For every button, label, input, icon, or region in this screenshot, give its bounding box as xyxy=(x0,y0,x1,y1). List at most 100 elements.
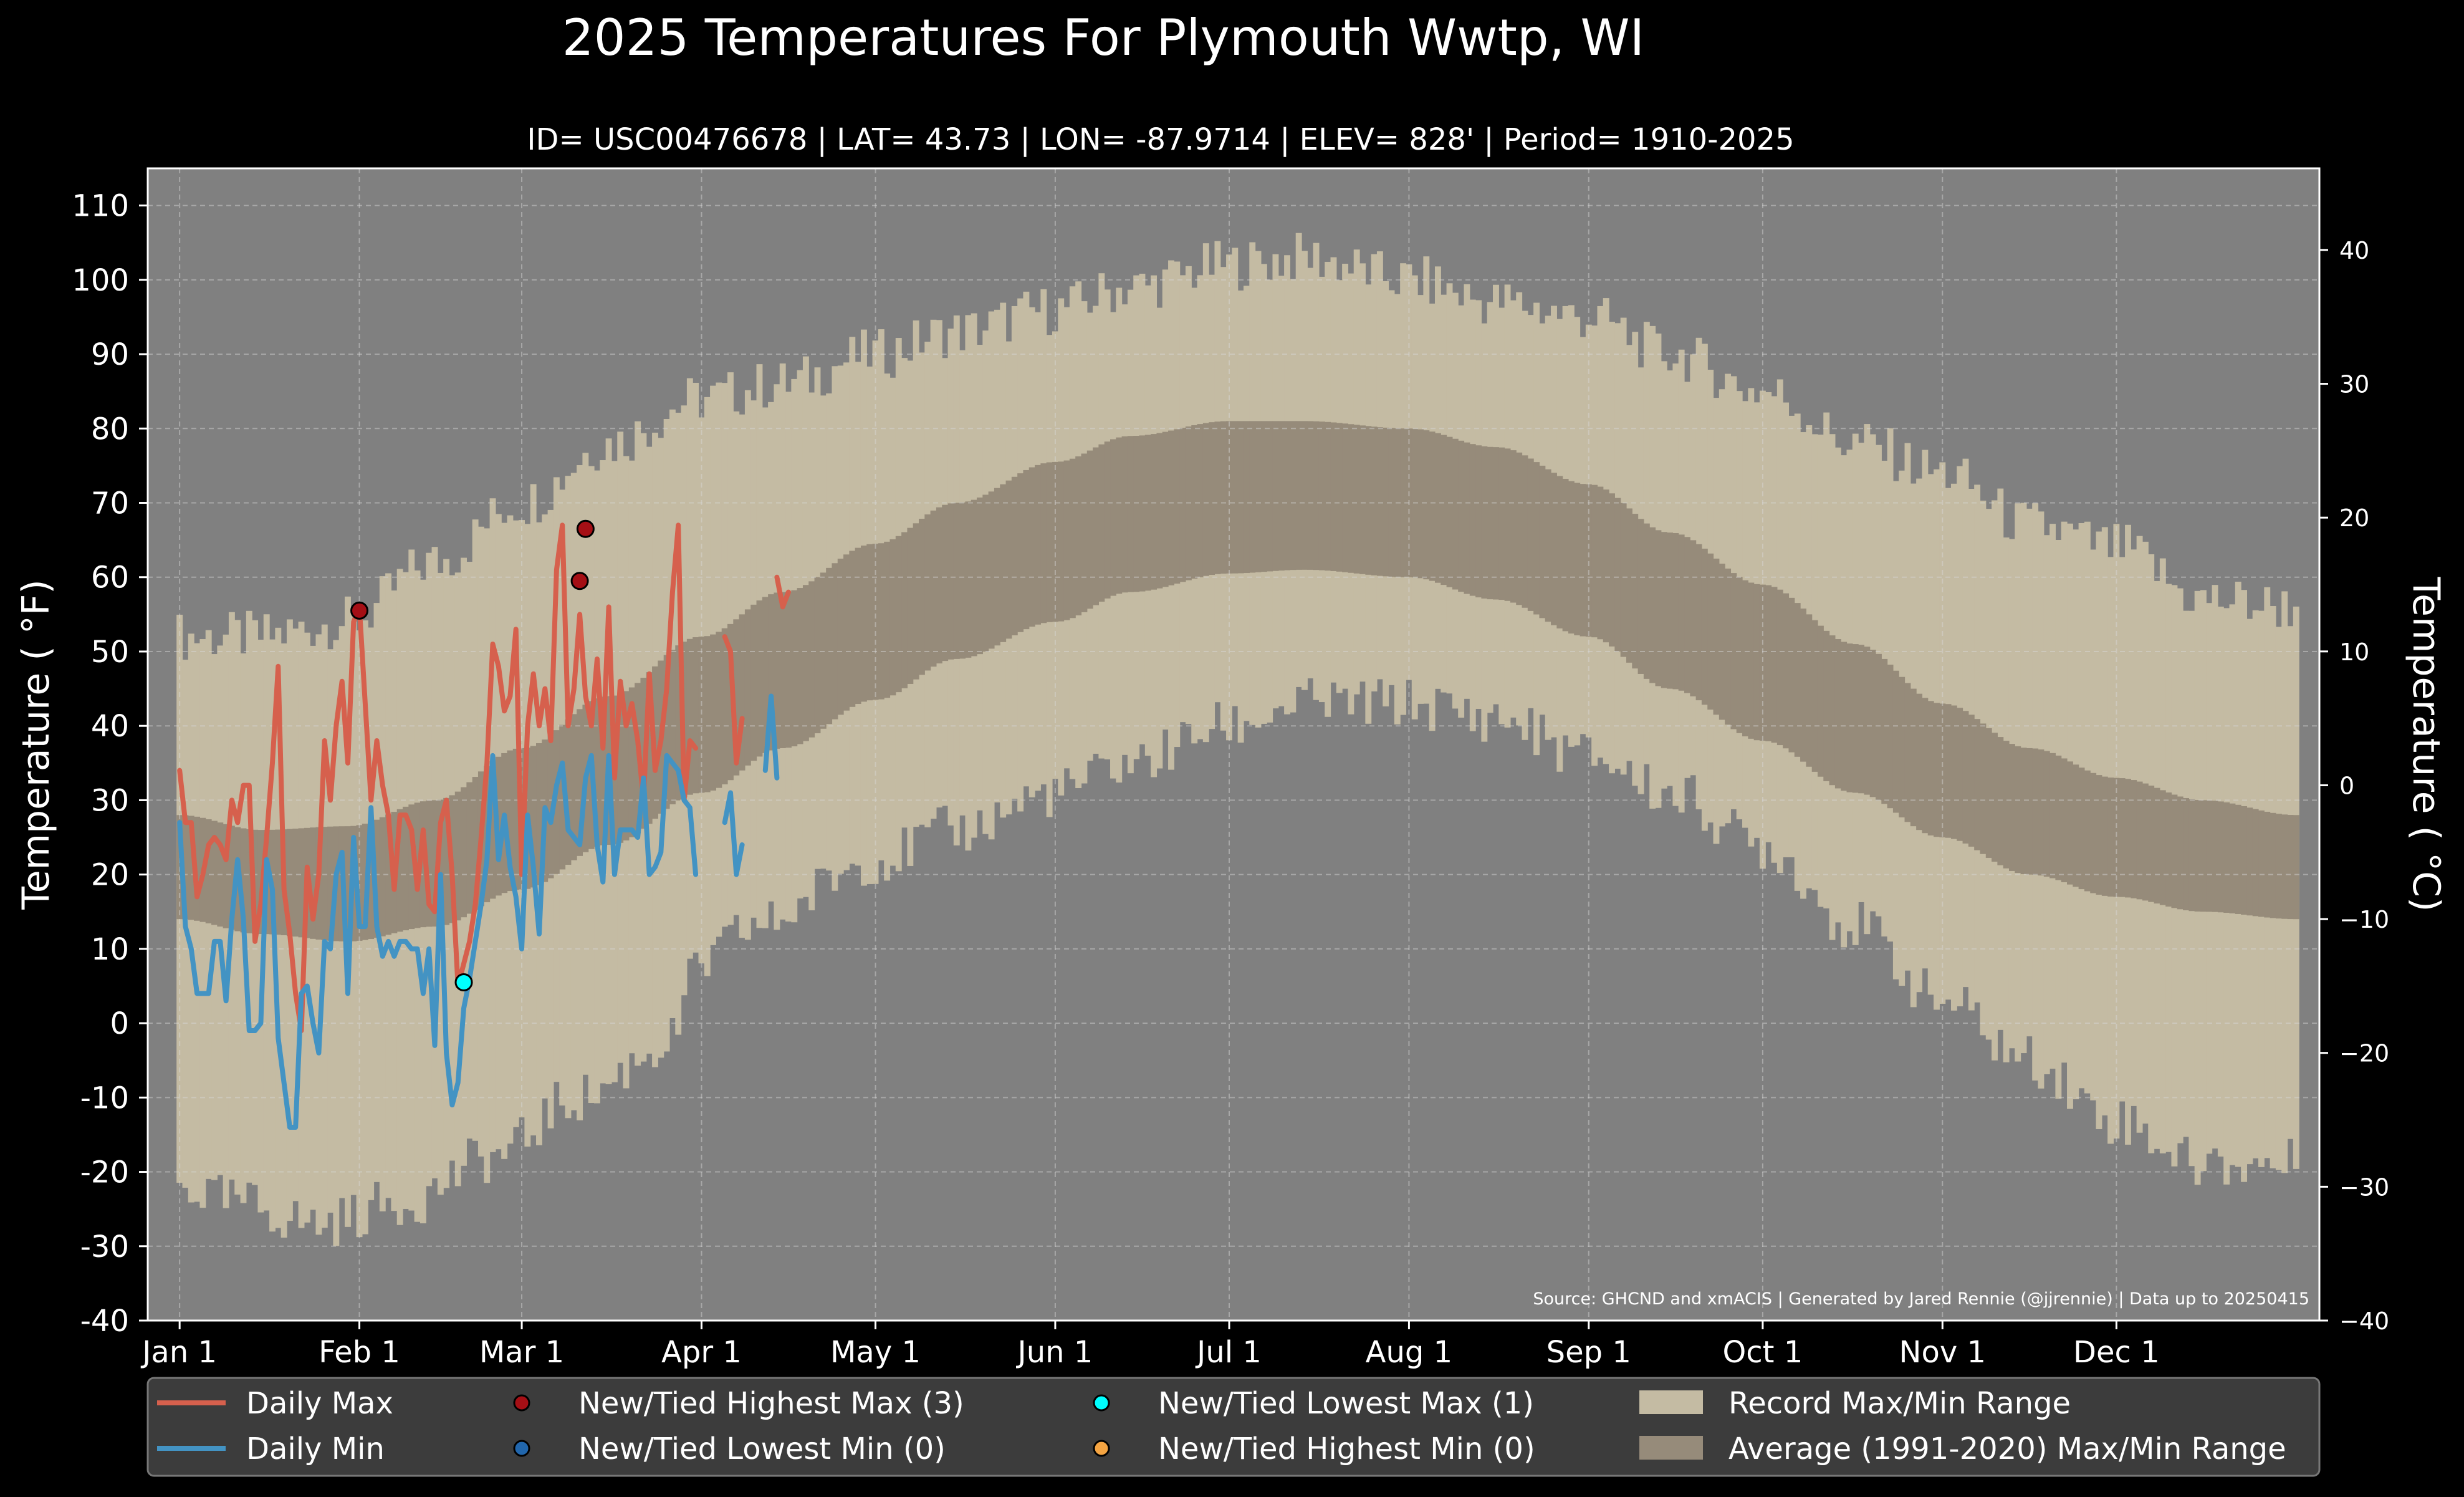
normal-range-bar xyxy=(1939,703,1946,838)
normal-range-bar xyxy=(913,523,919,680)
normal-range-bar xyxy=(431,800,438,927)
normal-range-bar xyxy=(1052,461,1058,622)
normal-range-bar xyxy=(2090,773,2097,893)
normal-range-bar xyxy=(1927,701,1934,835)
normal-range-bar xyxy=(310,827,317,939)
normal-range-bar xyxy=(443,797,450,925)
normal-range-bar xyxy=(1342,423,1349,572)
normal-range-bar xyxy=(1719,564,1725,720)
normal-range-bar xyxy=(1325,421,1331,571)
normal-range-bar xyxy=(1876,653,1882,801)
legend-patch-marker xyxy=(1639,1436,1703,1460)
normal-range-bar xyxy=(756,600,763,757)
y-right-tick-label: −10 xyxy=(2339,906,2389,933)
normal-range-bar xyxy=(901,532,908,688)
normal-range-bar xyxy=(1406,428,1412,577)
normal-range-bar xyxy=(385,814,392,935)
y-tick-label: -10 xyxy=(80,1081,129,1115)
normal-range-bar xyxy=(2067,761,2073,885)
normal-range-bar xyxy=(686,638,693,795)
normal-range-bar xyxy=(2287,815,2294,920)
normal-range-bar xyxy=(1522,455,1528,608)
normal-range-bar xyxy=(1359,425,1366,574)
normal-range-bar xyxy=(1992,733,1998,862)
normal-range-bar xyxy=(275,829,282,935)
normal-range-bar xyxy=(570,714,577,860)
normal-range-bar xyxy=(716,632,722,788)
normal-range-bar xyxy=(2293,815,2299,920)
record-points xyxy=(350,519,595,992)
normal-range-bar xyxy=(1632,514,1639,669)
normal-range-bar xyxy=(704,636,711,792)
legend-dot-marker xyxy=(1093,1440,1110,1457)
normal-range-bar xyxy=(2241,806,2248,915)
y-axis-right-label: Temperature ( °C) xyxy=(2404,577,2448,912)
normal-range-bar xyxy=(1284,421,1291,570)
normal-range-bar xyxy=(1000,484,1007,642)
normal-range-bar xyxy=(785,591,792,748)
normal-range-bar xyxy=(345,826,351,941)
normal-range-bar xyxy=(1302,421,1308,570)
y-tick-label: 70 xyxy=(91,486,129,521)
normal-range-bar xyxy=(1794,603,1801,757)
normal-range-bar xyxy=(1806,614,1813,767)
normal-range-bar xyxy=(1620,503,1627,657)
normal-range-bar xyxy=(947,503,954,660)
normal-range-bar xyxy=(1811,620,1818,772)
normal-range-bar xyxy=(553,730,560,874)
normal-range-bar xyxy=(1388,428,1395,577)
normal-range-bar xyxy=(1892,670,1899,813)
normal-range-bar xyxy=(1278,421,1285,571)
y-tick-label: 20 xyxy=(91,858,129,893)
y-tick-label: -30 xyxy=(80,1230,129,1264)
normal-range-bar xyxy=(559,724,566,870)
normal-range-bar xyxy=(1516,452,1523,605)
normal-range-bar xyxy=(1968,715,1975,847)
normal-range-bar xyxy=(1464,442,1470,594)
record-point-new-highest-max xyxy=(576,519,595,538)
normal-range-bar xyxy=(1255,421,1262,572)
x-tick-label: Sep 1 xyxy=(1546,1335,1631,1370)
normal-range-bar xyxy=(1226,421,1232,574)
normal-range-bar xyxy=(217,822,224,927)
normal-range-bar xyxy=(1945,704,1952,838)
normal-range-bar xyxy=(356,825,363,941)
normal-range-bar xyxy=(286,829,293,936)
normal-range-bar xyxy=(1481,446,1488,599)
normal-range-bar xyxy=(1376,427,1383,576)
record-range-bar xyxy=(199,639,206,1208)
y-right-tick-label: 30 xyxy=(2339,371,2369,398)
normal-range-bar xyxy=(1086,450,1093,609)
normal-range-bar xyxy=(1220,421,1227,574)
normal-range-bar xyxy=(1151,434,1158,590)
normal-range-bar xyxy=(1887,664,1894,809)
source-note: Source: GHCND and xmACIS | Generated by … xyxy=(1533,1289,2309,1309)
normal-range-bar xyxy=(1957,708,1963,841)
normal-range-bar xyxy=(437,799,444,927)
normal-range-bar xyxy=(2235,804,2241,914)
normal-range-bar xyxy=(959,502,966,659)
normal-range-bar xyxy=(2194,800,2201,912)
normal-range-bar xyxy=(1249,421,1256,573)
normal-range-bar xyxy=(292,829,299,937)
x-tick-label: May 1 xyxy=(830,1335,921,1370)
normal-range-bar xyxy=(1260,421,1267,572)
normal-range-bar xyxy=(466,782,473,914)
normal-range-bar xyxy=(1174,429,1181,584)
normal-range-bar xyxy=(530,746,537,888)
normal-range-bar xyxy=(1330,422,1337,571)
normal-range-bar xyxy=(1713,558,1720,715)
normal-range-bar xyxy=(1643,523,1650,679)
normal-range-bar xyxy=(1742,580,1748,737)
legend-patch-marker xyxy=(1639,1390,1703,1414)
normal-range-bar xyxy=(774,592,780,749)
normal-range-bar xyxy=(403,806,409,931)
legend-label: New/Tied Highest Min (0) xyxy=(1158,1432,1535,1466)
normal-range-bar xyxy=(733,619,740,776)
normal-range-bar xyxy=(1197,424,1204,577)
normal-range-bar xyxy=(762,597,769,753)
normal-range-bar xyxy=(1603,489,1609,643)
normal-range-bar xyxy=(2084,770,2091,892)
normal-range-bar xyxy=(2252,809,2259,917)
normal-range-bar xyxy=(802,585,809,741)
